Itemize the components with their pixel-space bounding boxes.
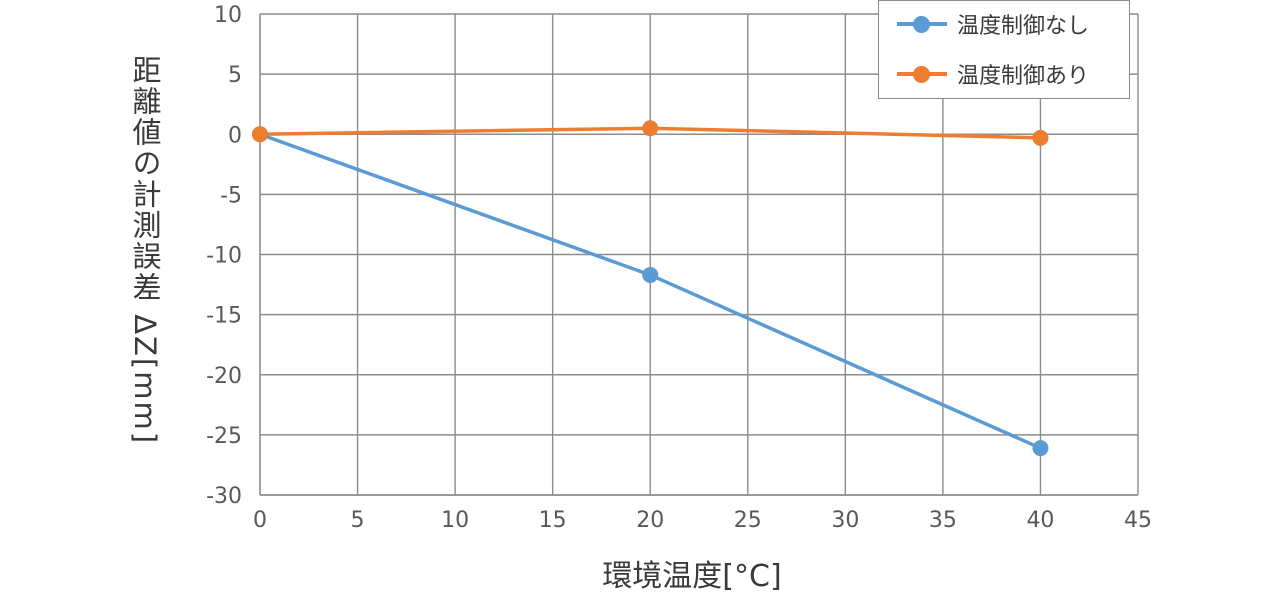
legend: 温度制御なし 温度制御あり bbox=[878, 0, 1130, 99]
series-2-point bbox=[1032, 129, 1049, 146]
series-group bbox=[252, 120, 1049, 457]
x-tick-label: 5 bbox=[351, 508, 365, 533]
y-tick-labels: 10 5 0 -5 -10 -15 -20 -25 -30 bbox=[206, 3, 242, 509]
x-tick-label: 10 bbox=[441, 508, 469, 533]
legend-label-series-1: 温度制御なし bbox=[957, 14, 1090, 39]
series-2-point bbox=[252, 126, 268, 143]
y-tick-label: 0 bbox=[228, 123, 242, 148]
series-1-point bbox=[642, 266, 659, 283]
series-2-point bbox=[642, 120, 659, 137]
x-axis-label: 環境温度[°C] bbox=[602, 559, 782, 594]
y-tick-label: 5 bbox=[228, 63, 242, 88]
axes bbox=[259, 14, 1138, 496]
grid-lines bbox=[260, 13, 1139, 496]
x-tick-label: 0 bbox=[253, 508, 267, 533]
x-tick-label: 45 bbox=[1124, 508, 1152, 533]
legend-item-series-2: 温度制御あり bbox=[879, 59, 1129, 89]
x-tick-label: 30 bbox=[831, 508, 859, 533]
legend-item-series-1: 温度制御なし bbox=[879, 9, 1129, 39]
series-1-point bbox=[1032, 440, 1049, 457]
y-axis-label: 距離値の計測誤差 ΔZ[mm] bbox=[128, 54, 162, 446]
legend-label-series-2: 温度制御あり bbox=[957, 64, 1090, 89]
y-tick-label: 10 bbox=[214, 3, 242, 28]
y-tick-label: -5 bbox=[220, 183, 242, 208]
legend-swatch-series-2 bbox=[897, 59, 947, 89]
y-tick-label: -15 bbox=[206, 304, 242, 329]
legend-swatch-series-1 bbox=[897, 9, 947, 39]
x-tick-label: 25 bbox=[734, 508, 762, 533]
x-tick-label: 15 bbox=[539, 508, 567, 533]
x-tick-label: 40 bbox=[1026, 508, 1054, 533]
x-tick-label: 35 bbox=[929, 508, 957, 533]
y-tick-label: -25 bbox=[206, 424, 242, 449]
x-tick-label: 20 bbox=[636, 508, 664, 533]
y-tick-label: -10 bbox=[206, 244, 242, 269]
y-tick-label: -20 bbox=[206, 364, 242, 389]
y-tick-label: -30 bbox=[206, 484, 242, 509]
y-axis-label-container: 距離値の計測誤差 ΔZ[mm] bbox=[120, 10, 170, 490]
x-tick-labels: 0 5 10 15 20 25 30 35 40 45 bbox=[253, 508, 1152, 533]
